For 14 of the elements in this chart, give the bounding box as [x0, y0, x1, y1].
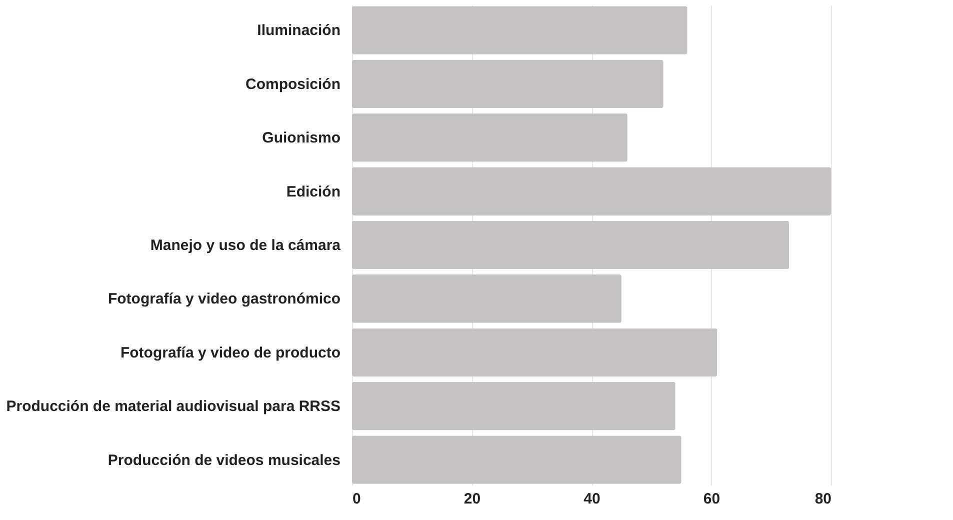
x-tick-label: 60: [703, 490, 720, 508]
x-tick-label: 80: [814, 490, 832, 508]
y-tick-label: Fotografía y video gastronómico: [108, 290, 340, 308]
y-tick-label: Producción de material audiovisual para RRSS: [6, 398, 340, 416]
x-tick-label: 20: [464, 490, 481, 508]
x-tick-label: 0: [352, 490, 361, 508]
y-tick-label: Edición: [286, 183, 340, 200]
y-tick-label: Fotografía y video de producto: [120, 344, 340, 362]
y-tick-label: Composición: [245, 76, 340, 93]
y-tick-label: Guionismo: [262, 130, 340, 147]
y-tick-label: Manejo y uso de la cámara: [150, 237, 342, 254]
x-tick-label: 40: [584, 490, 600, 508]
y-tick-label: Iluminación: [257, 22, 340, 40]
y-tick-label: Producción de videos musicales: [108, 452, 340, 469]
